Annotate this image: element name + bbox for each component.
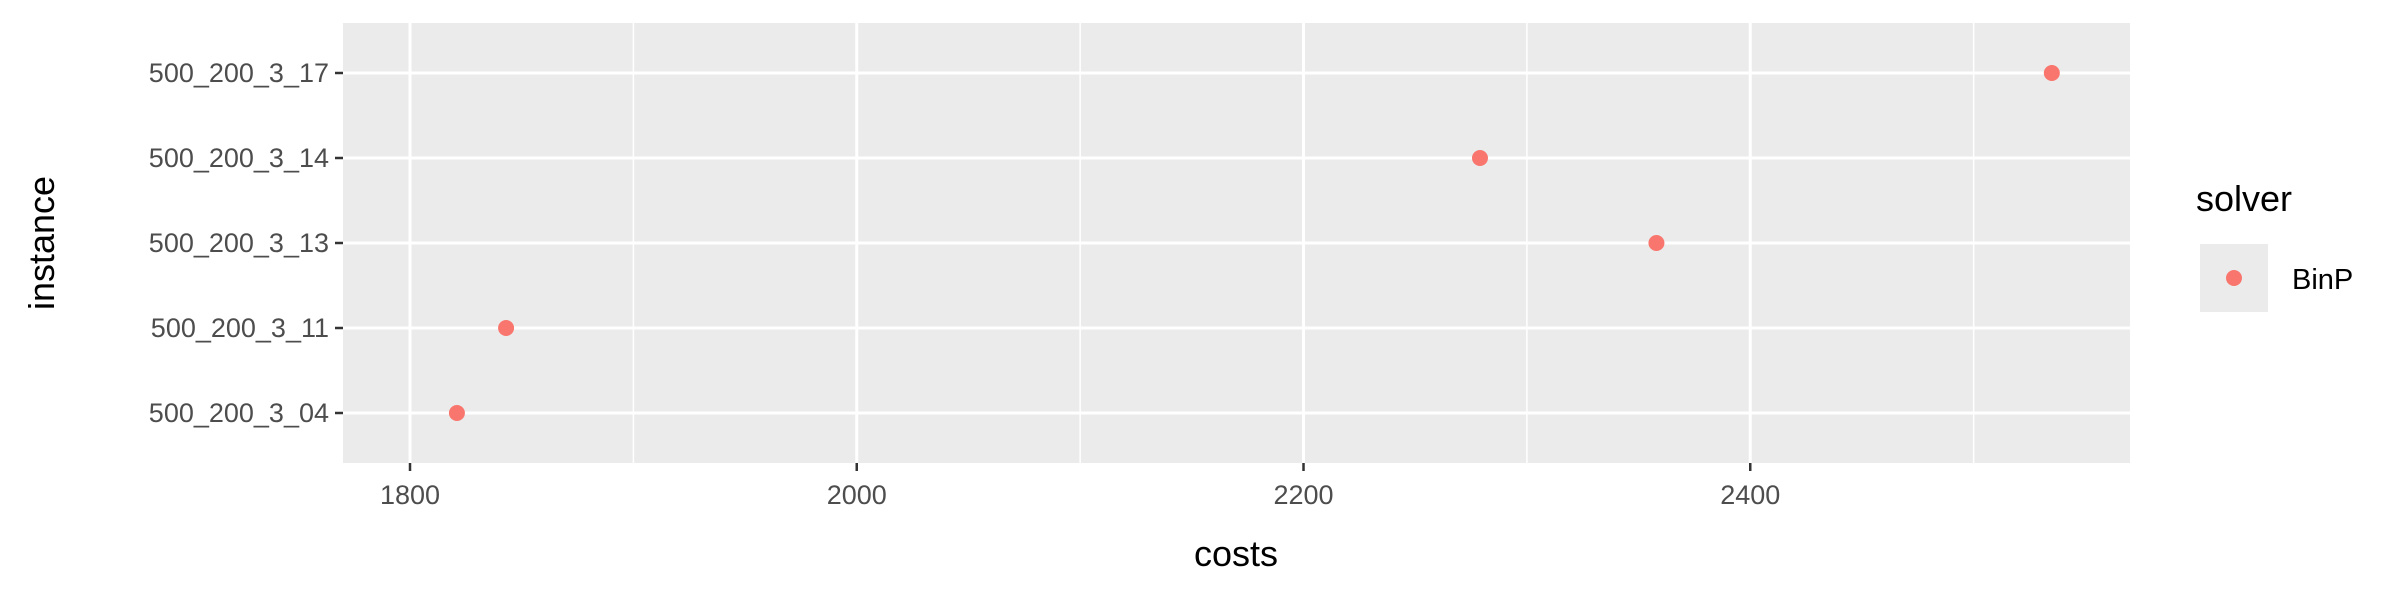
y-tick-label: 500_200_3_17 <box>149 58 329 88</box>
legend-label-binp: BinP <box>2292 264 2353 296</box>
data-point <box>1471 150 1488 166</box>
data-point <box>1648 235 1665 251</box>
x-tick-label: 2200 <box>1273 480 1333 510</box>
x-tick-label: 1800 <box>380 480 440 510</box>
legend-title: solver <box>2196 178 2292 219</box>
data-point <box>2043 65 2060 81</box>
y-tick-label: 500_200_3_14 <box>149 143 329 173</box>
data-point <box>448 405 465 421</box>
data-points <box>448 65 2060 421</box>
x-axis-title: costs <box>1194 533 1278 574</box>
x-axis: 1800 2000 2200 2400 <box>380 463 1780 510</box>
data-point <box>498 320 515 336</box>
y-tick-label: 500_200_3_13 <box>149 228 329 258</box>
y-tick-label: 500_200_3_11 <box>151 313 329 343</box>
x-tick-label: 2400 <box>1720 480 1780 510</box>
major-gridlines <box>343 23 2130 463</box>
y-tick-label: 500_200_3_04 <box>149 398 329 428</box>
y-axis: 500_200_3_04 500_200_3_11 500_200_3_13 500_… <box>149 58 343 428</box>
y-axis-title: instance <box>21 176 62 310</box>
legend: solver BinP <box>2196 178 2353 312</box>
x-tick-label: 2000 <box>827 480 887 510</box>
legend-key-binp <box>2226 270 2242 286</box>
